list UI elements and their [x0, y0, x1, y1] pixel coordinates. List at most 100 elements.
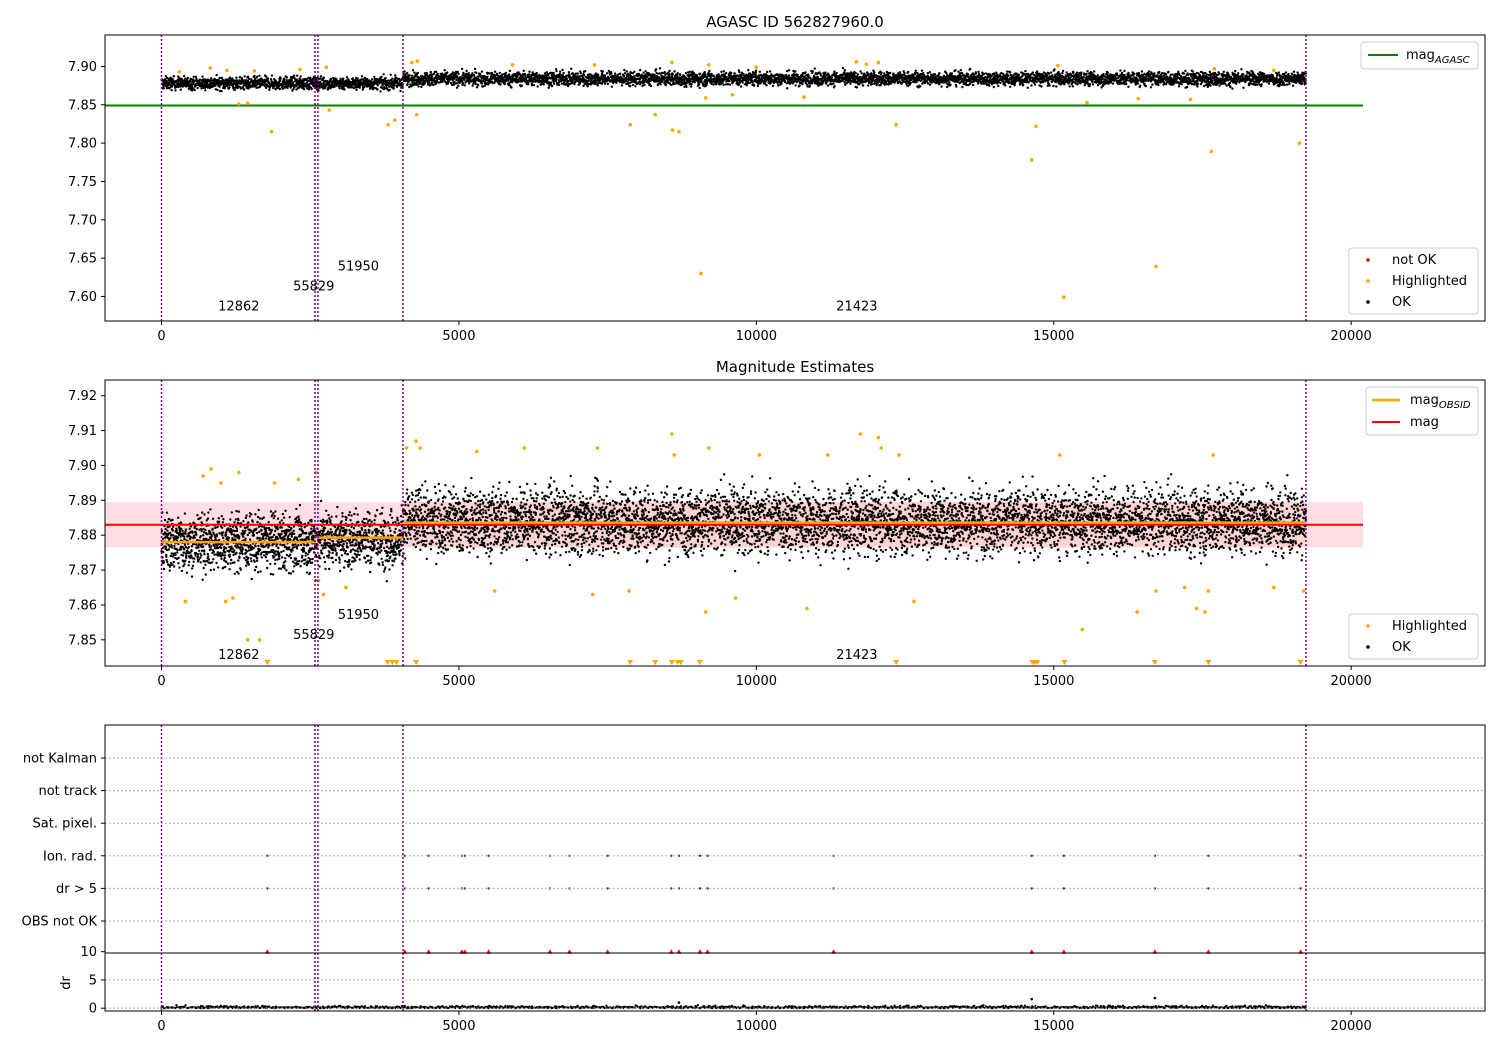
- clipped-low-marker: [413, 660, 420, 665]
- clipped-low-marker: [1061, 660, 1068, 665]
- panel-2-data: [105, 380, 1364, 666]
- highlighted-point: [1085, 100, 1089, 105]
- highlighted-point: [590, 592, 595, 597]
- legend-label-sub: OBSID: [1439, 400, 1471, 411]
- highlighted-point: [703, 96, 708, 100]
- highlighted-point: [414, 112, 419, 117]
- obsid-annotation: 51950: [338, 259, 379, 274]
- highlighted-point: [653, 112, 658, 117]
- highlighted-point: [1136, 96, 1141, 101]
- panel-2-axes: 0 5000 10000 15000 20000 7.85 7.86 7.87 7.88 7.89…: [68, 389, 1372, 689]
- x-tick-label: 20000: [1330, 674, 1371, 689]
- obsid-annotation: 21423: [836, 299, 877, 314]
- highlighted-point: [510, 63, 515, 67]
- y-tick-label: 7.85: [68, 98, 97, 113]
- flag-point: [1030, 887, 1033, 890]
- obsid-annotation: 51950: [338, 608, 379, 623]
- highlighted-point: [1212, 66, 1217, 71]
- highlighted-point: [183, 599, 188, 604]
- highlighted-point: [223, 599, 228, 604]
- x-tick-label: 20000: [1330, 1019, 1371, 1034]
- flag-point: [677, 887, 681, 890]
- highlighted-point: [854, 60, 859, 64]
- y-tick-label: 7.85: [68, 633, 97, 648]
- highlighted-point: [1154, 264, 1158, 269]
- flag-point: [698, 887, 702, 890]
- y-tick-label: 7.65: [68, 252, 97, 267]
- highlighted-point: [894, 122, 898, 127]
- flag-point: [670, 887, 673, 890]
- legend-label-not-ok: not OK: [1392, 253, 1437, 268]
- clipped-low-marker: [1151, 660, 1158, 665]
- highlighted-point: [492, 589, 497, 593]
- highlighted-point: [474, 449, 479, 454]
- highlighted-point: [699, 271, 703, 276]
- clipped-low-marker: [264, 660, 271, 665]
- obsid-annotation: 12862: [218, 299, 259, 314]
- flag-point: [403, 854, 406, 857]
- panel-agasc: AGASC ID 562827960.0 0 5000 10000 15000 2000…: [68, 13, 1486, 344]
- legend-label-sub: AGASC: [1434, 55, 1470, 66]
- flag-point: [427, 887, 430, 890]
- highlighted-point: [231, 596, 235, 600]
- legend-status-panel-2: Highlighted OK: [1348, 613, 1479, 660]
- panel-3-frame: [104, 724, 1486, 1012]
- panel-1-title: AGASC ID 562827960.0: [706, 13, 884, 31]
- flag-point: [403, 887, 406, 890]
- y-tick-label: 7.90: [68, 60, 97, 75]
- highlighted-point: [757, 453, 762, 457]
- legend-mag-lines: magOBSID mag: [1365, 386, 1479, 436]
- highlighted-point: [324, 65, 329, 70]
- ok-points-panel-1: [160, 66, 1308, 93]
- highlighted-point: [269, 129, 274, 134]
- highlighted-point: [1188, 97, 1193, 102]
- highlighted-point: [595, 446, 600, 450]
- highlighted-point: [1203, 610, 1207, 614]
- highlighted-point: [209, 467, 213, 471]
- x-tick-label: 10000: [736, 329, 777, 344]
- highlighted-point: [245, 638, 250, 642]
- highlighted-point: [1056, 63, 1060, 68]
- highlighted-point: [327, 108, 332, 112]
- panel-2-title: Magnitude Estimates: [716, 358, 874, 376]
- legend-label-highlighted: Highlighted: [1392, 619, 1467, 634]
- clipped-low-marker: [668, 660, 675, 665]
- highlighted-point: [802, 95, 806, 99]
- x-tick-label: 0: [157, 1019, 165, 1034]
- flag-point: [677, 854, 681, 857]
- x-tick-label: 20000: [1330, 329, 1371, 344]
- clipped-low-marker: [627, 660, 634, 665]
- y-tick-label: 7.86: [68, 598, 97, 613]
- highlighted-point: [404, 446, 409, 450]
- highlighted-point: [321, 592, 326, 597]
- y-tick-label: 7.80: [68, 137, 97, 152]
- highlighted-point: [876, 435, 881, 440]
- highlighted-point: [208, 66, 213, 70]
- flag-label: OBS not OK: [22, 915, 98, 930]
- panel-magnitude-estimates: Magnitude Estimates 0 5000 10000 15000 20000…: [68, 358, 1486, 689]
- flag-label: not track: [38, 784, 97, 799]
- flag-point: [706, 887, 709, 890]
- highlighted-point: [1297, 141, 1302, 145]
- legend-label-ok: OK: [1392, 640, 1411, 655]
- panel-3-axes: not Kalman not track Sat. pixel. Ion. rad. d…: [22, 752, 1485, 1034]
- highlighted-point: [1301, 589, 1306, 593]
- y-tick-label: 7.90: [68, 459, 97, 474]
- flag-point: [606, 887, 609, 890]
- legend-label-ok: OK: [1392, 295, 1411, 310]
- legend-label-mag-agasc: magAGASC: [1406, 48, 1470, 66]
- y-tick-label: 7.87: [68, 564, 97, 579]
- x-tick-label: 0: [157, 674, 165, 689]
- highlighted-point: [754, 65, 759, 70]
- flag-label: dr > 5: [56, 882, 97, 897]
- highlighted-swatch: [1366, 279, 1370, 283]
- highlighted-point: [672, 453, 677, 457]
- highlighted-point: [257, 638, 262, 642]
- y-tick-label: 0: [89, 1002, 97, 1017]
- clipped-low-marker: [677, 660, 684, 665]
- y-tick-label: 7.75: [68, 175, 97, 190]
- flag-point: [463, 854, 467, 857]
- legend-frame: [1348, 613, 1479, 660]
- not-ok-swatch: [1366, 258, 1370, 262]
